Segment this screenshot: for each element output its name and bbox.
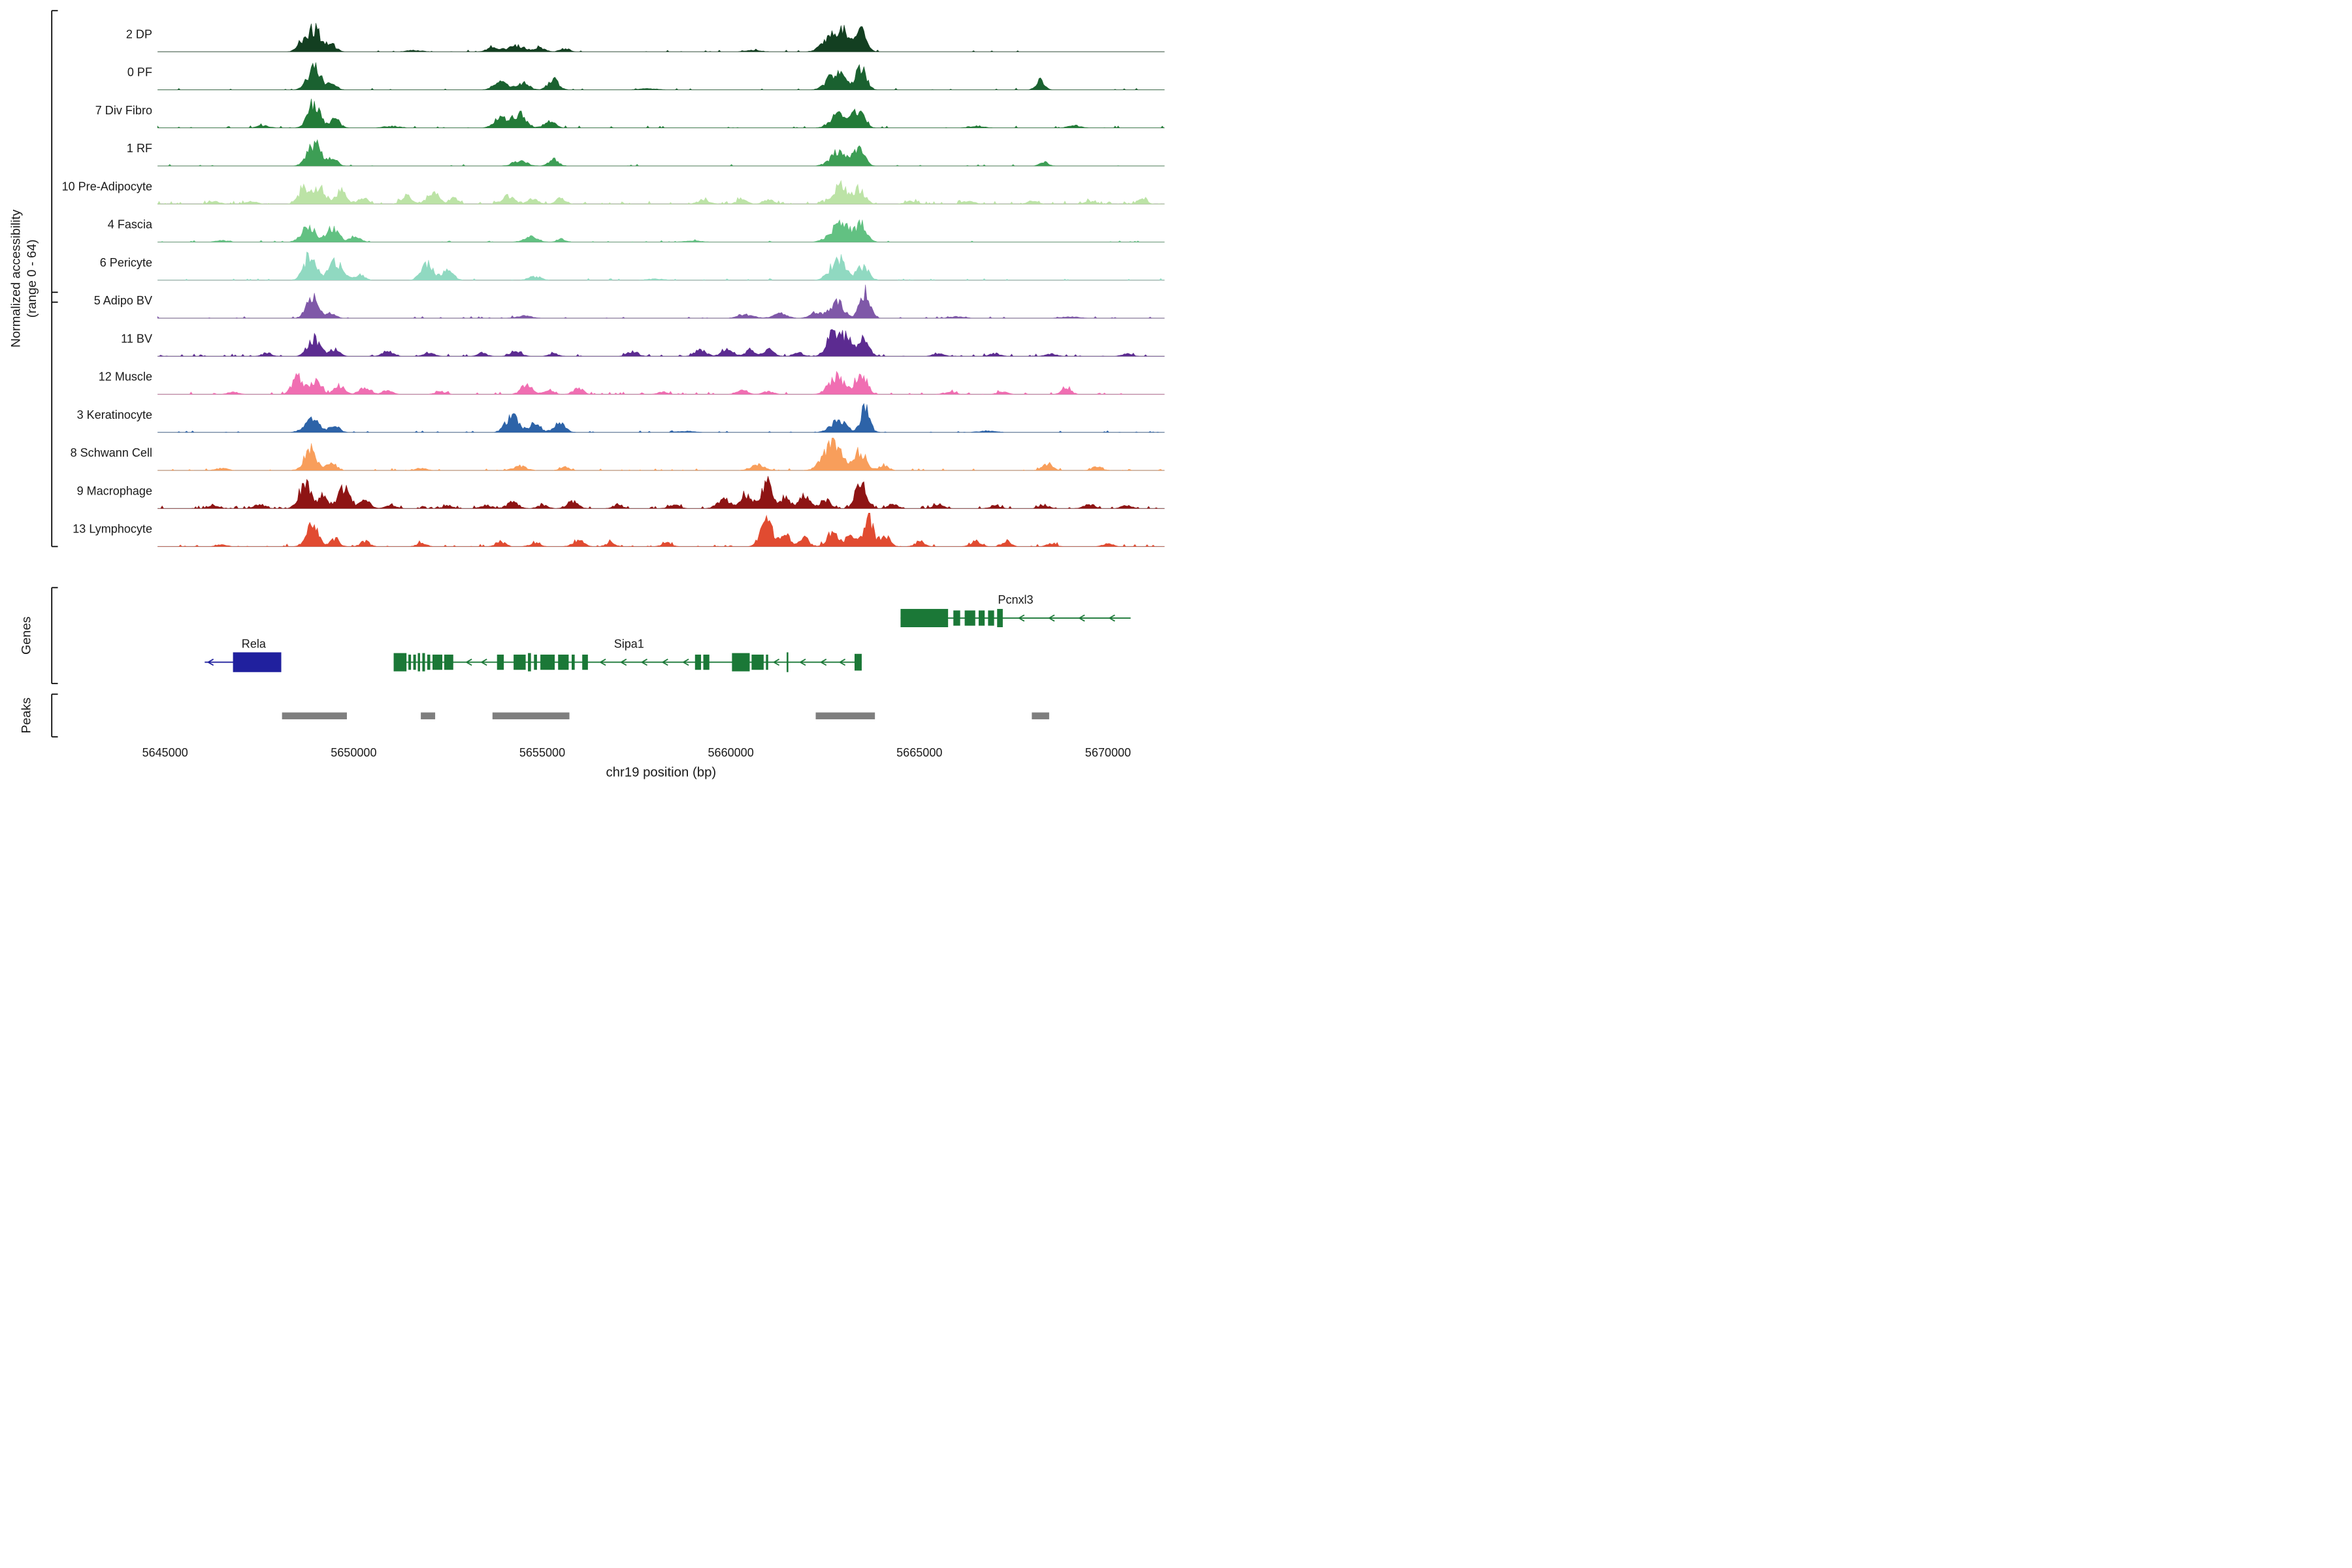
gene-label: Sipa1 [614, 637, 644, 650]
signal-track-area [157, 329, 1165, 357]
peak-call-bar [282, 712, 347, 719]
peak-call-bar [492, 712, 570, 719]
gene-exon [417, 653, 420, 672]
gene-exon [751, 654, 764, 670]
x-axis-tick-label: 5650000 [331, 746, 376, 759]
gene-exon [787, 652, 789, 672]
x-axis-tick-label: 5670000 [1085, 746, 1131, 759]
gene-strand-arrow-icon [640, 659, 647, 666]
track-label: 8 Schwann Cell [71, 446, 152, 459]
gene-strand-arrow-icon [619, 659, 627, 666]
gene-strand-arrow-icon [1048, 614, 1055, 622]
track-label: 5 Adipo BV [94, 294, 152, 307]
signal-track-area [157, 62, 1165, 90]
track-label: 11 BV [121, 332, 152, 345]
gene-exon [393, 653, 407, 672]
x-axis-title: chr19 position (bp) [606, 765, 716, 779]
signal-track-area [157, 512, 1165, 547]
y-axis-title-line2: (range 0 - 64) [25, 239, 39, 318]
gene-exon [582, 654, 588, 670]
gene-exon [694, 654, 702, 670]
signal-track-area [157, 219, 1165, 242]
gene-exon [997, 609, 1003, 627]
gene-exon [572, 654, 575, 670]
track-label: 10 Pre-Adipocyte [62, 180, 152, 193]
gene-strand-arrow-icon [819, 659, 827, 666]
genes-section-label: Genes [20, 617, 34, 655]
gene-strand-arrow-icon [599, 659, 606, 666]
gene-exon [408, 654, 412, 670]
gene-strand-arrow-icon [480, 659, 487, 666]
gene-strand-arrow-icon [465, 659, 472, 666]
gene-exon [422, 653, 425, 672]
gene-exon [732, 653, 750, 672]
y-axis-title-line1: Normalized accessibility [8, 210, 23, 348]
track-label: 6 Pericyte [100, 256, 152, 269]
gene-strand-arrow-icon [1017, 614, 1025, 622]
gene-exon [413, 654, 416, 670]
peak-call-bar [421, 712, 436, 719]
x-axis-tick-label: 5660000 [708, 746, 754, 759]
track-label: 12 Muscle [99, 370, 152, 384]
signal-track-area [157, 23, 1165, 52]
gene-exon [766, 654, 768, 670]
gene-exon [233, 652, 282, 672]
gene-exon [528, 653, 531, 672]
gene-exon [497, 654, 504, 670]
track-label: 0 PF [127, 66, 152, 79]
track-label: 9 Macrophage [77, 484, 152, 497]
signal-track-area [157, 476, 1165, 509]
signal-track-area [157, 139, 1165, 167]
signal-track-area [157, 284, 1165, 319]
x-axis-tick-label: 5665000 [896, 746, 942, 759]
gene-strand-arrow-icon [661, 659, 668, 666]
signal-track-area [157, 180, 1165, 204]
signal-track-area [157, 437, 1165, 471]
gene-exon [854, 653, 862, 671]
gene-exon [534, 654, 537, 670]
track-label: 2 DP [126, 27, 152, 41]
gene-exon [444, 654, 453, 670]
track-label: 13 Lymphocyte [73, 523, 152, 536]
genome-browser-figure: 2 DP 0 PF 7 Div Fibro 1 RF 10 Pre-Adipocyte 4… [0, 0, 1176, 784]
gene-exon [514, 654, 526, 670]
gene-exon [558, 654, 569, 670]
x-axis-tick-label: 5645000 [142, 746, 188, 759]
gene-label: Rela [242, 637, 267, 650]
gene-strand-arrow-icon [1078, 614, 1085, 622]
peak-call-bar [1032, 712, 1049, 719]
x-axis-tick-label: 5655000 [519, 746, 565, 759]
gene-strand-arrow-icon [799, 659, 806, 666]
track-label: 3 Keratinocyte [77, 408, 152, 421]
figure-svg: 2 DP 0 PF 7 Div Fibro 1 RF 10 Pre-Adipocyte 4… [8, 10, 1165, 779]
gene-exon [900, 609, 949, 627]
signal-track-area [157, 402, 1165, 433]
track-label: 7 Div Fibro [95, 104, 152, 117]
gene-strand-arrow-icon [206, 659, 214, 666]
signal-track-area [157, 252, 1165, 281]
gene-exon [703, 654, 710, 670]
peaks-section-label: Peaks [20, 698, 34, 734]
signal-track-area [157, 370, 1165, 395]
gene-exon [953, 610, 960, 626]
peak-call-bar [815, 712, 875, 719]
gene-exon [540, 654, 555, 670]
track-label: 4 Fascia [108, 218, 153, 231]
gene-exon [988, 610, 994, 626]
gene-strand-arrow-icon [838, 659, 846, 666]
gene-exon [978, 610, 985, 626]
gene-label: Pcnxl3 [998, 593, 1033, 606]
track-label: 1 RF [127, 142, 152, 155]
gene-exon [433, 654, 443, 670]
gene-exon [964, 610, 975, 626]
signal-track-area [157, 99, 1165, 129]
gene-strand-arrow-icon [772, 659, 780, 666]
gene-exon [427, 654, 431, 670]
gene-strand-arrow-icon [682, 659, 689, 666]
gene-strand-arrow-icon [1108, 614, 1115, 622]
